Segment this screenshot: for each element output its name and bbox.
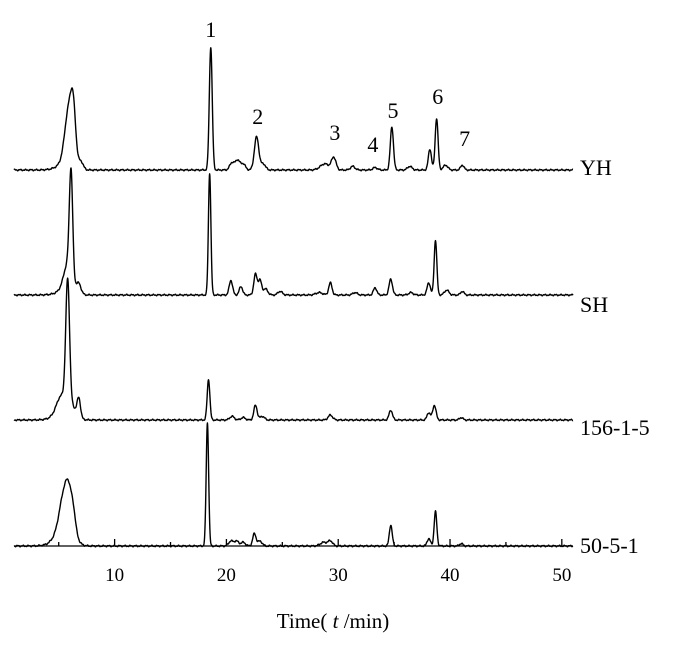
x-axis: 10 20 30 40 50 — [14, 539, 573, 586]
series-label-sh: SH — [580, 292, 608, 317]
peak-label-7: 7 — [459, 126, 470, 151]
series-label-yh: YH — [580, 155, 612, 180]
trace-yh — [13, 47, 574, 172]
traces-group — [13, 47, 574, 548]
peak-label-6: 6 — [432, 84, 443, 109]
peak-label-4: 4 — [367, 132, 378, 157]
peak-label-5: 5 — [388, 98, 399, 123]
x-tick-label-20: 20 — [217, 565, 236, 586]
x-tick-label-40: 40 — [441, 565, 460, 586]
x-axis-title-prefix: Time( — [277, 609, 333, 633]
peak-label-3: 3 — [329, 120, 340, 145]
trace-50-5-1 — [13, 422, 574, 548]
peak-label-1: 1 — [205, 17, 216, 42]
trace-156-1-5 — [13, 277, 574, 422]
x-tick-label-50: 50 — [552, 565, 571, 586]
trace-sh — [13, 167, 574, 297]
series-label-50-5-1: 50-5-1 — [580, 533, 639, 558]
peak-label-2: 2 — [252, 104, 263, 129]
x-axis-title-variable: t — [333, 609, 340, 633]
series-labels-group: YH SH 156-1-5 50-5-1 — [580, 155, 650, 558]
x-tick-label-10: 10 — [105, 565, 124, 586]
x-tick-label-30: 30 — [329, 565, 348, 586]
x-axis-title: Time( t /min) — [277, 609, 389, 633]
x-axis-title-suffix: /min) — [338, 609, 389, 633]
series-label-156-1-5: 156-1-5 — [580, 415, 650, 440]
